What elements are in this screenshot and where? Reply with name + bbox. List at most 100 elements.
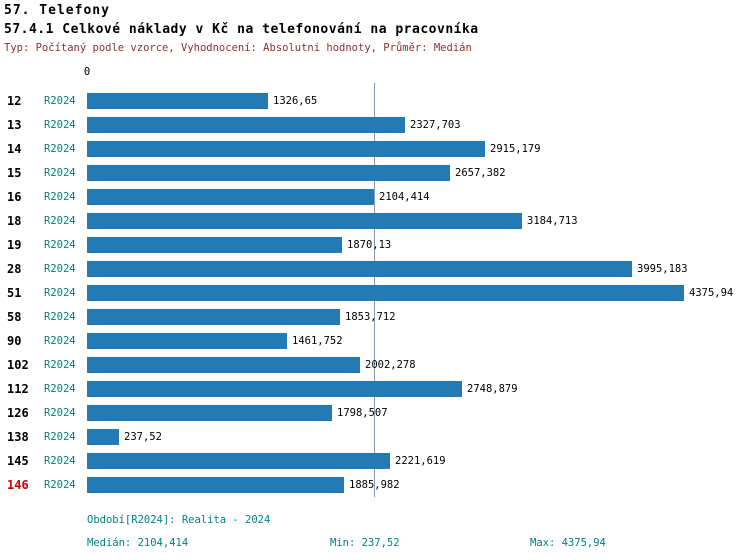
series-label: R2024 [44,167,76,179]
bar [87,381,462,397]
bar-track: 237,52 [87,425,750,449]
chart-subtitle: 57.4.1 Celkové náklady v Kč na telefonov… [4,22,479,37]
bar [87,357,360,373]
series-label: R2024 [44,383,76,395]
chart-row: 19 R2024 1870,13 [0,233,750,257]
bar [87,261,632,277]
series-label: R2024 [44,215,76,227]
category-label: 126 [7,406,29,420]
category-label: 145 [7,454,29,468]
chart-row: 51 R2024 4375,94 [0,281,750,305]
category-label: 112 [7,382,29,396]
bar-value-label: 3184,713 [527,215,578,227]
bar-value-label: 1798,507 [337,407,388,419]
chart-row: 13 R2024 2327,703 [0,113,750,137]
bar-track: 3995,183 [87,257,750,281]
category-label: 102 [7,358,29,372]
chart-row: 12 R2024 1326,65 [0,89,750,113]
bar-value-label: 1885,982 [349,479,400,491]
series-label: R2024 [44,407,76,419]
bar-track: 2221,619 [87,449,750,473]
category-label: 138 [7,430,29,444]
chart-row: 90 R2024 1461,752 [0,329,750,353]
chart-row: 126 R2024 1798,507 [0,401,750,425]
x-axis-origin-label: 0 [83,66,91,78]
series-label: R2024 [44,263,76,275]
bar-track: 1461,752 [87,329,750,353]
bar-chart: 12 R2024 1326,65 13 R2024 2327,703 14 R2024 2915… [0,83,750,497]
category-label: 13 [7,118,22,132]
bar-track: 4375,94 [87,281,750,305]
series-label: R2024 [44,335,76,347]
bar-value-label: 1326,65 [273,95,318,107]
category-label: 18 [7,214,22,228]
category-label: 12 [7,94,22,108]
bar-track: 2748,879 [87,377,750,401]
bar [87,117,405,133]
bar-value-label: 237,52 [124,431,162,443]
series-label: R2024 [44,95,76,107]
bar-value-label: 1461,752 [292,335,343,347]
category-label: 19 [7,238,22,252]
chart-row: 18 R2024 3184,713 [0,209,750,233]
bar-value-label: 2104,414 [379,191,430,203]
bar [87,453,390,469]
chart-row: 28 R2024 3995,183 [0,257,750,281]
bar-track: 1853,712 [87,305,750,329]
footer-min: Min: 237,52 [330,537,400,549]
category-label: 15 [7,166,22,180]
bar-track: 2657,382 [87,161,750,185]
bar [87,333,287,349]
series-label: R2024 [44,287,76,299]
bar-track: 2104,414 [87,185,750,209]
chart-row: 112 R2024 2748,879 [0,377,750,401]
bar [87,309,340,325]
series-label: R2024 [44,119,76,131]
bar [87,165,450,181]
category-label: 90 [7,334,22,348]
bar-value-label: 4375,94 [689,287,734,299]
chart-row: 16 R2024 2104,414 [0,185,750,209]
bar-value-label: 2327,703 [410,119,461,131]
chart-title: 57. Telefony [4,3,110,18]
bar-value-label: 1870,13 [347,239,392,251]
chart-row: 145 R2024 2221,619 [0,449,750,473]
chart-row: 58 R2024 1853,712 [0,305,750,329]
bar [87,93,268,109]
series-label: R2024 [44,143,76,155]
bar-track: 2915,179 [87,137,750,161]
bar-rows: 12 R2024 1326,65 13 R2024 2327,703 14 R2024 2915… [0,89,750,497]
bar-track: 3184,713 [87,209,750,233]
series-label: R2024 [44,359,76,371]
bar [87,477,344,493]
bar [87,141,485,157]
bar-value-label: 3995,183 [637,263,688,275]
bar-track: 1798,507 [87,401,750,425]
chart-meta-line: Typ: Počítaný podle vzorce, Vyhodnocení:… [4,42,472,54]
chart-row: 138 R2024 237,52 [0,425,750,449]
bar-track: 1870,13 [87,233,750,257]
series-label: R2024 [44,455,76,467]
category-label: 58 [7,310,22,324]
bar [87,213,522,229]
series-label: R2024 [44,431,76,443]
series-label: R2024 [44,479,76,491]
bar-track: 2002,278 [87,353,750,377]
bar-value-label: 2748,879 [467,383,518,395]
bar [87,237,342,253]
series-label: R2024 [44,311,76,323]
footer-period: Období[R2024]: Realita - 2024 [87,514,271,526]
footer-median: Medián: 2104,414 [87,537,189,549]
chart-row: 14 R2024 2915,179 [0,137,750,161]
chart-row: 146 R2024 1885,982 [0,473,750,497]
bar [87,429,119,445]
bar-value-label: 2002,278 [365,359,416,371]
category-label: 14 [7,142,22,156]
chart-row: 15 R2024 2657,382 [0,161,750,185]
bar [87,189,374,205]
bar-value-label: 2915,179 [490,143,541,155]
bar-track: 1885,982 [87,473,750,497]
bar-value-label: 2657,382 [455,167,506,179]
bar-track: 2327,703 [87,113,750,137]
